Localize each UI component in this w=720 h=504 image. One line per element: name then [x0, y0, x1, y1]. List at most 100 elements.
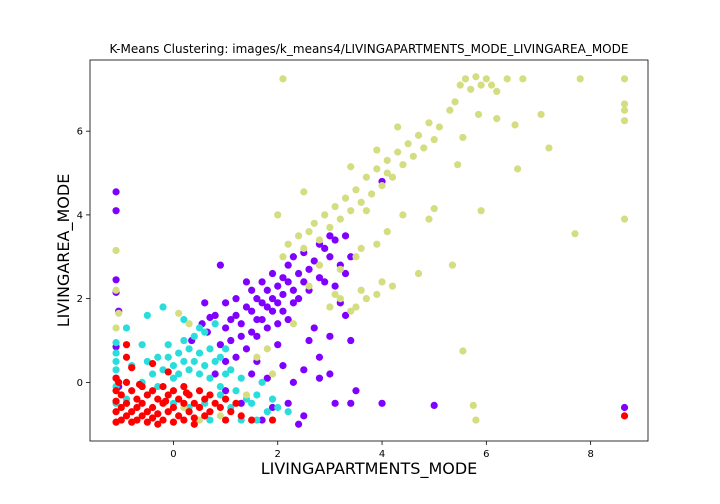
data-point: [451, 98, 459, 106]
data-point: [420, 144, 428, 152]
data-point: [279, 274, 287, 282]
data-point: [211, 370, 219, 378]
data-point: [284, 315, 292, 324]
data-point: [289, 299, 297, 307]
data-point: [115, 378, 123, 386]
data-point: [169, 374, 178, 382]
data-point: [253, 332, 261, 340]
data-point: [331, 282, 339, 290]
data-point: [242, 278, 251, 286]
data-point: [216, 353, 224, 361]
data-point: [253, 315, 261, 324]
data-point: [190, 357, 198, 366]
data-point: [258, 378, 266, 386]
data-point: [263, 324, 271, 332]
data-point: [435, 123, 443, 131]
data-point: [279, 362, 287, 370]
data-point: [404, 140, 412, 148]
data-point: [211, 357, 219, 366]
data-point: [620, 117, 629, 125]
data-point: [331, 202, 339, 211]
data-point: [138, 399, 146, 407]
data-point: [368, 190, 376, 198]
data-point: [378, 399, 386, 407]
data-point: [482, 75, 490, 83]
data-point: [190, 332, 198, 340]
data-point: [414, 269, 423, 278]
data-point: [467, 85, 475, 93]
data-point: [237, 374, 245, 382]
data-point: [253, 295, 261, 303]
data-point: [352, 186, 360, 194]
data-point: [341, 232, 350, 240]
data-point: [221, 324, 230, 332]
data-point: [159, 303, 167, 311]
data-point: [383, 156, 391, 165]
data-point: [201, 412, 209, 420]
data-point: [112, 339, 120, 347]
data-point: [185, 345, 193, 353]
data-point: [315, 274, 324, 282]
data-point: [180, 315, 188, 324]
data-point: [378, 278, 386, 286]
data-point: [206, 374, 214, 382]
data-point: [180, 399, 188, 407]
data-point: [300, 278, 308, 286]
data-point: [454, 161, 462, 169]
data-point: [284, 261, 292, 269]
data-point: [117, 391, 125, 399]
data-point: [185, 408, 193, 416]
data-point: [242, 303, 251, 311]
data-point: [216, 341, 224, 349]
data-point: [154, 382, 162, 391]
data-point: [295, 269, 303, 278]
data-point: [326, 232, 334, 240]
data-point: [620, 215, 629, 223]
data-point: [409, 152, 417, 160]
data-point: [248, 370, 256, 378]
data-point: [321, 244, 329, 253]
data-point: [227, 336, 235, 345]
data-point: [216, 391, 224, 399]
data-point: [180, 336, 188, 345]
data-point: [352, 253, 360, 261]
data-point: [300, 412, 308, 420]
data-point: [122, 324, 131, 332]
x-tick-label: 8: [587, 449, 593, 460]
data-point: [576, 75, 584, 83]
data-point: [263, 303, 271, 311]
data-point: [128, 408, 136, 416]
data-point: [227, 408, 235, 416]
data-point: [190, 399, 198, 407]
data-point: [138, 412, 146, 420]
data-point: [253, 353, 261, 361]
data-point: [305, 265, 313, 273]
data-point: [232, 387, 240, 395]
data-point: [305, 228, 313, 236]
data-point: [268, 269, 277, 278]
data-point: [274, 320, 282, 328]
data-point: [232, 311, 240, 319]
data-point: [211, 399, 219, 407]
data-point: [164, 368, 172, 376]
data-point: [279, 307, 287, 315]
data-point: [112, 324, 120, 332]
data-point: [474, 110, 483, 119]
data-point: [216, 382, 224, 391]
data-point: [175, 395, 183, 403]
data-point: [399, 161, 407, 169]
data-point: [347, 307, 355, 315]
data-point: [430, 135, 438, 144]
chart-title: K-Means Clustering: images/k_means4/LIVI…: [110, 42, 629, 56]
data-point: [164, 391, 172, 399]
data-point: [310, 219, 318, 227]
data-point: [221, 370, 230, 378]
data-point: [201, 299, 209, 307]
data-point: [112, 276, 120, 284]
data-point: [620, 403, 629, 412]
data-point: [326, 303, 334, 311]
data-point: [195, 370, 204, 378]
data-point: [268, 403, 277, 412]
data-point: [206, 345, 214, 353]
data-point: [620, 106, 629, 114]
